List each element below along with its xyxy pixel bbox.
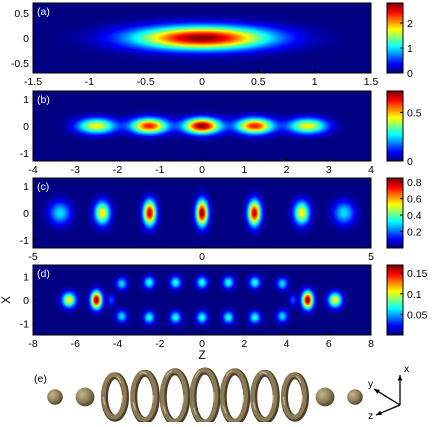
torus-ring-sheen: [191, 369, 215, 421]
panel-e-label: (e): [34, 373, 47, 385]
torus-ring-highlight: [220, 368, 248, 424]
x-tick-label: 0.5: [251, 76, 266, 88]
x-tick-label: 4: [284, 338, 290, 350]
y-axis-label: X: [0, 296, 13, 304]
colorbar: [387, 91, 403, 161]
sphere-blob: [47, 389, 63, 405]
colorbar-frame: [386, 264, 404, 336]
y-tick-label: 1: [23, 94, 29, 106]
colorbar-tick-label: 0.1: [407, 289, 422, 301]
x-tick-label: -5: [28, 251, 37, 263]
panel-label: (c): [37, 181, 49, 193]
y-tick-label: -1: [20, 318, 29, 330]
y-tick-label: 0: [23, 33, 29, 45]
x-tick-label: 4: [368, 164, 374, 176]
sphere-blob: [75, 387, 95, 407]
colorbar-tick-label: 0.15: [407, 268, 428, 280]
heatmap-image: [33, 3, 371, 73]
colorbar-tick-label: 0.2: [407, 227, 422, 239]
panel-2: -5 0 510-1(c) 0.80.60.40.2: [20, 177, 422, 263]
x-tick-label: 1: [241, 164, 247, 176]
x-tick-label: 1: [312, 76, 318, 88]
panel-e: (e) x y z: [34, 363, 410, 427]
y-tick-label: 1: [23, 181, 29, 193]
colorbar-tick-label: 0.4: [407, 210, 422, 222]
colorbar-tick-label: 0.8: [407, 177, 422, 189]
panel-label: (d): [37, 268, 50, 280]
colorbar-tick-label: 0: [407, 156, 413, 168]
y-tick-label: -0.5: [11, 58, 29, 70]
panel-0: -1.5 -1 -0.5 0 0.5 1 1.5 0.5 0 -0.5 (a) 2 1 0: [11, 2, 413, 88]
x-tick-label: -6: [71, 338, 80, 350]
heatmap-image: [33, 91, 371, 161]
colorbar-tick-label: 0.6: [407, 194, 422, 206]
x-tick-label: 0: [199, 251, 205, 263]
x-tick-label: -8: [28, 338, 37, 350]
panel-label: (a): [37, 6, 50, 18]
y-tick-label: 0.5: [14, 8, 29, 20]
sphere-blob: [315, 387, 335, 407]
x-tick-label: 6: [326, 338, 332, 350]
colorbar-frame: [386, 2, 404, 74]
x-tick-label: 2: [284, 164, 290, 176]
panel-1: -4 -3 -2 -1 0 1 2 3 4 1 0 -1 (b) 0.5 0: [20, 90, 422, 176]
x-tick-label: -1.5: [24, 76, 42, 88]
x-tick-label: 8: [368, 338, 374, 350]
torus-ring-highlight: [160, 368, 188, 424]
heatmap-image: [33, 265, 371, 335]
torus-ring-highlight: [281, 372, 307, 420]
y-tick-label: 0: [23, 208, 29, 220]
x-tick-label: 2: [241, 338, 247, 350]
x-axis-label: Z: [198, 348, 205, 362]
y-tick-label: -1: [20, 235, 29, 247]
axis-label-y: y: [368, 378, 374, 390]
torus-ring-highlight: [101, 372, 127, 420]
y-tick-label: 0: [23, 295, 29, 307]
torus-ring-sheen: [102, 374, 124, 416]
x-tick-label: -1: [85, 76, 94, 88]
x-tick-label: -0.5: [137, 76, 155, 88]
torus-ring-sheen: [132, 371, 154, 419]
x-tick-label: -1: [155, 164, 164, 176]
colorbar-tick-label: 0.5: [407, 107, 422, 119]
x-tick-label: 0: [199, 164, 205, 176]
torus-ring-sheen: [282, 374, 304, 416]
x-tick-label: 0: [199, 76, 205, 88]
colorbar-frame: [386, 177, 404, 249]
axis-arrowhead-x: [397, 375, 403, 381]
colorbar: [387, 3, 403, 73]
axis-arrowhead-y: [374, 389, 380, 394]
x-tick-label: -2: [155, 338, 164, 350]
x-tick-label: -4: [113, 338, 122, 350]
x-tick-label: 0: [199, 338, 205, 350]
colorbar-tick-label: 2: [407, 18, 413, 30]
y-tick-label: -1: [20, 148, 29, 160]
panel-label: (b): [37, 94, 50, 106]
colorbar-tick-label: 0.05: [407, 309, 428, 321]
colorbar: [387, 178, 403, 248]
colorbar-frame: [386, 90, 404, 162]
axis-label-x: x: [404, 363, 410, 375]
colorbar-tick-label: 1: [407, 43, 413, 55]
axis-label-z: z: [368, 410, 373, 422]
axis-arrowhead-z: [376, 410, 382, 416]
x-tick-label: 5: [368, 251, 374, 263]
torus-ring-sheen: [161, 370, 185, 420]
colorbar-tick-label: 0: [407, 68, 413, 80]
torus-ring-sheen: [252, 371, 274, 419]
x-tick-label: 3: [326, 164, 332, 176]
x-tick-label: -3: [71, 164, 80, 176]
sphere-blob: [347, 389, 363, 405]
heatmap-image: [33, 178, 371, 248]
torus-ring-sheen: [221, 370, 245, 420]
y-tick-label: 1: [23, 272, 29, 284]
x-tick-label: -4: [28, 164, 37, 176]
colorbar: [387, 265, 403, 335]
x-tick-label: 1.5: [364, 76, 379, 88]
x-tick-label: -2: [113, 164, 122, 176]
y-tick-label: 0: [23, 121, 29, 133]
